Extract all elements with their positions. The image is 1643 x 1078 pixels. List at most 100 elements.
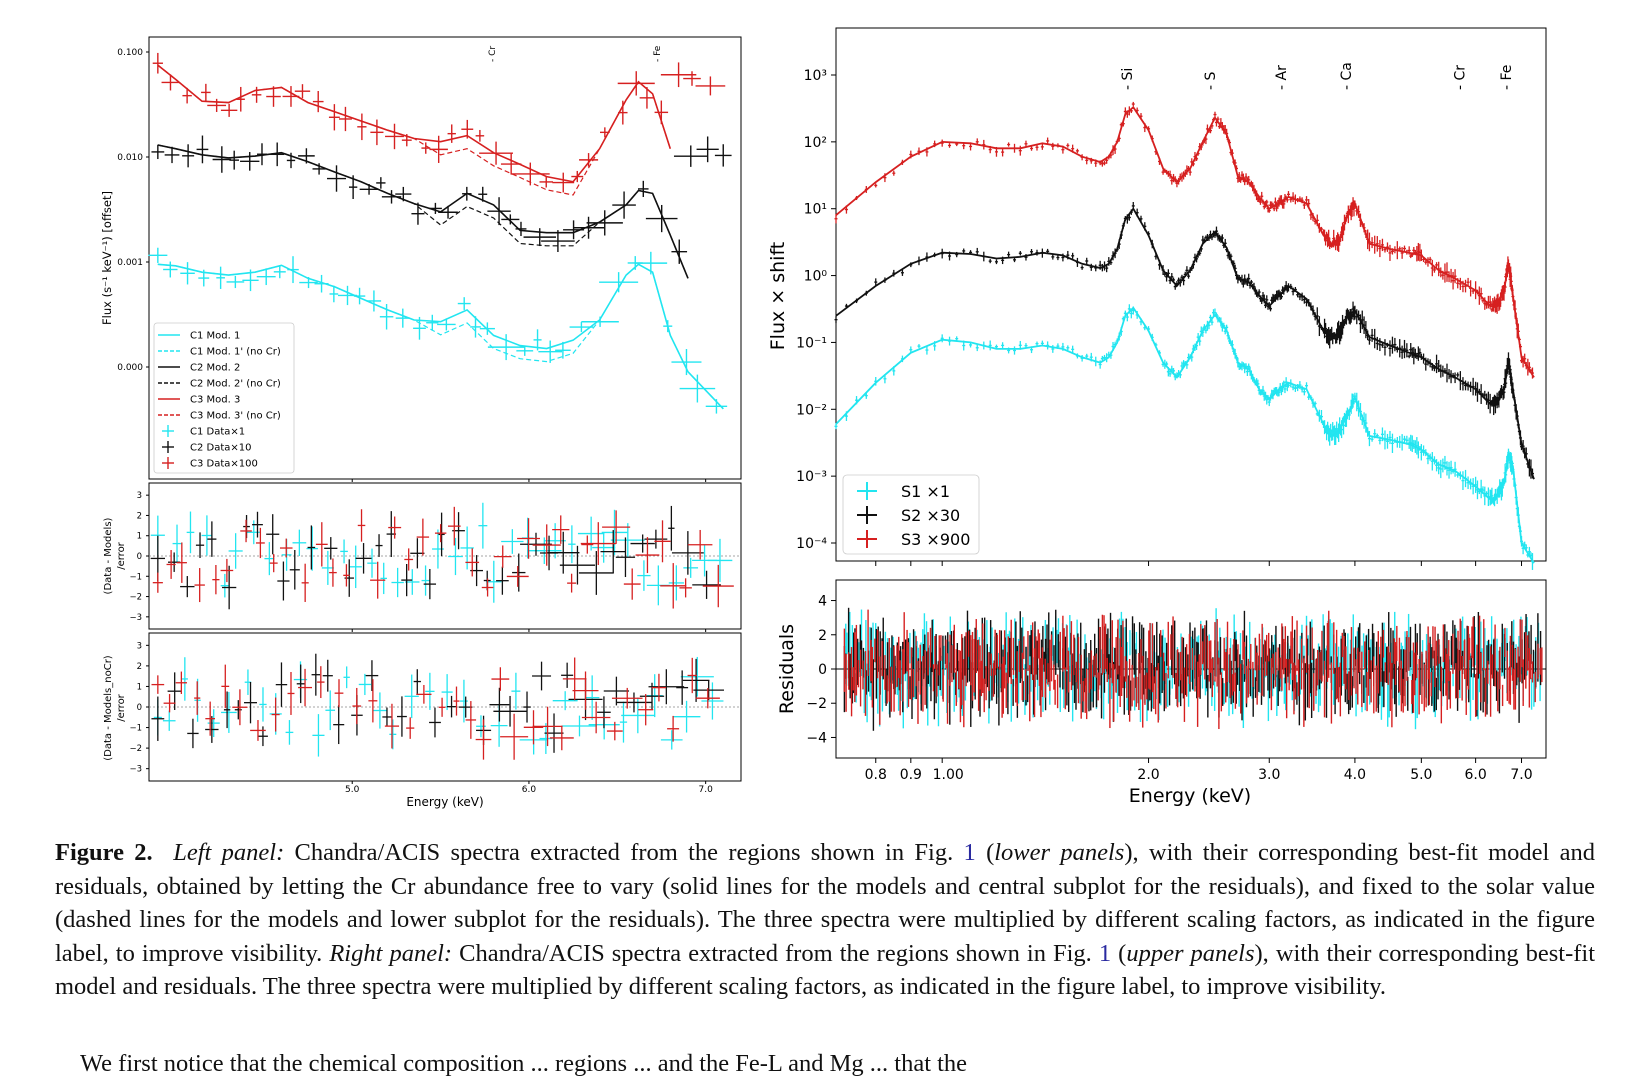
residual-y-tick-label: 0 [137,552,142,562]
residual-y-tick-label: −1 [129,572,142,582]
caption-fig-ref-1[interactable]: 1 [963,839,976,866]
right-marker-cr: - Cr [1452,65,1468,90]
left-y-tick-label: 0.010 [117,153,143,163]
caption-right-panel-label: Right panel: [329,939,453,967]
right-y-tick-label: 10³ [804,68,827,84]
residual-y-tick-label: −2 [129,593,142,603]
caption-text-1: Chandra/ACIS spectra extracted from the … [284,839,964,866]
right-residual-tick-label: 4 [818,594,827,610]
residual-y-tick-label: 1 [137,532,142,542]
right-main-axes [835,27,1547,562]
right-x-tick-label: 5.0 [1410,767,1432,783]
right-marker-s: - S [1203,71,1219,90]
residual-y-tick-label: 1 [137,682,142,692]
caption-text-6: ), with their corresponding best-fit mod… [55,939,1596,1001]
left-xlabel: Energy (keV) [406,795,483,809]
figure-caption: Figure 2. Left panel: Chandra/ACIS spect… [55,836,1595,1004]
body-text-fragment: We first notice that the chemical compos… [80,1050,968,1077]
left-x-tick-label: 7.0 [698,785,713,795]
right-residual-tick-label: 0 [818,662,827,678]
right-main-ylabel: Flux × shift [767,242,789,351]
right-y-tick-label: 10² [804,135,827,151]
left-main-ylabel: Flux (s⁻¹ keV⁻¹) [offset] [100,191,114,325]
right-marker-fe: - Fe [1499,65,1515,90]
right-x-tick-label: 1.00 [933,767,964,783]
right-y-tick-label: 10⁻² [796,402,827,418]
left-y-tick-label: 0.000 [117,363,143,373]
residual-y-tick-label: 0 [137,703,142,713]
right-marker-ar: - Ar [1274,65,1290,90]
right-legend: S1 ×1 S2 ×30 S3 ×900 [842,474,980,555]
right-marker-si: - Si [1120,68,1136,90]
left-res2-ylabel: (Data - Models_noCr) [103,655,114,761]
legend-label: C3 Mod. 3' (no Cr) [190,411,281,422]
right-x-tick-label: 6.0 [1464,767,1486,783]
left-model-nocr-C1 [157,263,724,410]
caption-fig-ref-2[interactable]: 1 [1098,939,1112,967]
right-y-tick-label: 10⁻¹ [796,335,827,351]
legend-label: C2 Mod. 2' (no Cr) [190,379,281,390]
left-res2-ylabel-2: /error [116,693,127,721]
right-residual-ylabel: Residuals [776,624,798,714]
caption-label: Figure 2. [55,839,153,866]
left-model-nocr-C3 [157,64,671,196]
left-legend: C1 Mod. 1 C1 Mod. 1' (no Cr) C2 Mod. 2 C2 M… [153,322,295,474]
right-residual-tick-label: 2 [818,628,827,644]
right-model-S3 [835,105,1535,378]
left-x-tick-label: 6.0 [522,785,537,795]
right-x-tick-label: 2.0 [1137,767,1159,783]
legend-label: C2 Mod. 2 [190,363,240,374]
right-spectrum-panel: 10³ 10² 10¹ 10⁰ 10⁻¹ 10⁻² 10⁻³ 10⁻⁴ 0.8 0.9 1.00 2.… [767,27,1547,807]
right-y-tick-label: 10⁰ [804,269,828,285]
right-legend-label: S3 ×900 [901,530,970,549]
left-res1-ylabel: (Data - Models) [103,517,114,594]
residual-y-tick-label: −3 [129,765,142,775]
residual-y-tick-label: 3 [137,491,142,501]
right-x-tick-label: 0.9 [900,767,922,783]
left-y-tick-label: 0.001 [117,258,143,268]
legend-label: C2 Data×10 [190,443,252,454]
right-x-tick-label: 0.8 [865,767,887,783]
legend-label: C1 Mod. 1' (no Cr) [190,347,281,358]
legend-label: C3 Mod. 3 [190,395,240,406]
caption-text-3: ), with their corresponding best-fit mod… [55,839,1595,967]
caption-upper-panels: upper panels [1126,939,1255,967]
left-data-points [148,52,732,414]
right-y-tick-label: 10¹ [804,202,827,218]
left-res1-ylabel-2: /error [116,541,127,569]
caption-text-2: ( [975,839,995,866]
legend-label: C1 Data×1 [190,427,245,438]
left-marker-cr: - Cr [488,46,498,62]
left-model-nocr-C2 [157,144,689,279]
residual-y-tick-label: 2 [137,662,142,672]
right-y-tick-label: 10⁻³ [796,469,827,485]
left-model-C2 [157,144,689,279]
residual-y-tick-label: −2 [129,744,142,754]
caption-lower-panels: lower panels [994,839,1125,866]
left-marker-fe: - Fe [653,45,663,62]
left-y-tick-label: 0.100 [117,48,143,58]
legend-label: C3 Data×100 [190,459,258,470]
caption-left-panel-label: Left panel: [173,839,285,866]
right-xlabel: Energy (keV) [1129,785,1251,807]
right-marker-ca: - Ca [1339,62,1355,90]
right-x-tick-label: 7.0 [1510,767,1532,783]
right-model-S2 [835,207,1535,480]
residual-y-tick-label: −1 [129,724,142,734]
legend-label: C1 Mod. 1 [190,331,240,342]
caption-text-4: Chandra/ACIS spectra extracted from the … [452,939,1099,967]
residual-y-tick-label: 3 [137,641,142,651]
right-legend-label: S1 ×1 [901,482,950,501]
right-x-tick-label: 4.0 [1344,767,1366,783]
right-residual-tick-label: −2 [806,696,827,712]
left-main-axes [148,36,742,480]
caption-text-5: ( [1111,939,1127,967]
right-y-tick-label: 10⁻⁴ [796,536,827,552]
right-x-tick-label: 3.0 [1258,767,1280,783]
right-legend-label: S2 ×30 [901,506,960,525]
residual-y-tick-label: −3 [129,613,142,623]
right-model-curves [834,101,1535,570]
left-x-tick-label: 5.0 [345,785,360,795]
